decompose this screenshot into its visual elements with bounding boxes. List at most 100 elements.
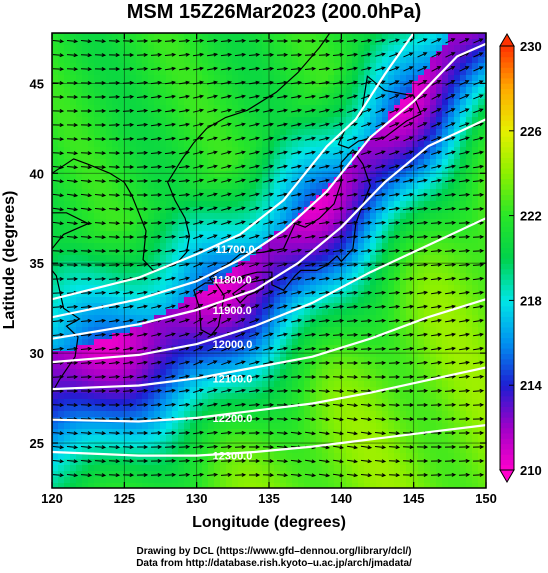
wind-arrow-shaft: [150, 180, 162, 182]
wind-arrow-shaft: [291, 109, 301, 113]
x-tick-label: 150: [475, 491, 497, 506]
wind-arrow-head: [87, 151, 93, 156]
wind-arrow-head: [367, 473, 373, 478]
wind-arrow-head: [339, 38, 345, 43]
wind-arrow-head: [479, 206, 485, 211]
wind-arrow-head: [325, 445, 331, 450]
wind-arrow-shaft: [164, 236, 176, 238]
wind-arrow-head: [73, 304, 79, 309]
wind-arrow-shaft: [66, 250, 78, 252]
wind-arrow-head: [59, 151, 65, 156]
wind-arrow-shaft: [402, 207, 414, 211]
wind-arrow-head: [129, 459, 135, 464]
wind-arrow-head: [325, 290, 331, 295]
wind-arrow-shaft: [221, 248, 231, 254]
wind-arrow-shaft: [193, 207, 203, 211]
colorbar-segment: [500, 242, 514, 248]
wind-arrow-head: [381, 178, 387, 183]
wind-arrow-head: [213, 430, 219, 435]
wind-arrow-shaft: [235, 123, 245, 127]
wind-arrow-shaft: [445, 38, 455, 44]
wind-arrow-shaft: [444, 390, 456, 392]
wind-arrow-head: [437, 445, 443, 449]
wind-arrow-head: [422, 122, 428, 126]
wind-arrow-head: [87, 39, 93, 44]
wind-arrow-shaft: [459, 333, 469, 337]
wind-arrow-head: [283, 136, 289, 141]
wind-arrow-head: [213, 220, 218, 225]
wind-arrow-shaft: [235, 193, 245, 197]
wind-arrow-shaft: [234, 432, 246, 434]
wind-arrow-head: [157, 346, 163, 351]
wind-arrow-head: [283, 164, 289, 169]
wind-arrow-shaft: [207, 389, 217, 393]
wind-arrow-head: [171, 66, 177, 71]
wind-arrow-shaft: [94, 222, 106, 224]
wind-arrow-shaft: [458, 194, 470, 196]
wind-arrow-head: [283, 473, 289, 478]
wind-arrow-shaft: [389, 108, 399, 114]
colorbar-bottom-triangle: [499, 469, 515, 483]
wind-arrow-shaft: [52, 320, 64, 322]
wind-arrow-shaft: [66, 193, 78, 197]
wind-arrow-head: [395, 473, 401, 478]
wind-arrow-shaft: [375, 150, 385, 156]
wind-arrow-head: [185, 38, 191, 43]
wind-arrow-shaft: [262, 375, 274, 379]
wind-arrow-shaft: [66, 306, 78, 308]
wind-arrow-head: [157, 458, 163, 463]
wind-arrow-head: [171, 38, 177, 43]
wind-arrow-head: [339, 136, 344, 141]
wind-arrow-shaft: [361, 81, 371, 85]
wind-arrow-head: [59, 179, 65, 184]
wind-arrow-head: [437, 304, 443, 309]
wind-arrow-shaft: [332, 277, 344, 281]
wind-arrow-shaft: [473, 151, 483, 155]
wind-arrow-head: [311, 94, 317, 99]
colorbar-tick-label: 210: [520, 463, 542, 478]
wind-arrow-shaft: [347, 67, 357, 71]
wind-arrow-head: [283, 206, 289, 211]
wind-arrow-shaft: [150, 68, 162, 70]
wind-arrow-shaft: [235, 389, 245, 393]
wind-arrow-head: [59, 346, 65, 351]
wind-arrow-shaft: [431, 94, 441, 100]
wind-arrow-shaft: [221, 151, 231, 155]
wind-arrow-shaft: [459, 66, 469, 72]
wind-arrow-head: [283, 52, 289, 57]
wind-arrow-shaft: [221, 221, 231, 225]
wind-arrow-head: [409, 94, 414, 98]
wind-arrow-head: [269, 108, 275, 113]
wind-arrow-head: [157, 332, 162, 337]
wind-arrow-shaft: [235, 276, 245, 282]
wind-arrow-head: [185, 66, 191, 71]
wind-arrow-shaft: [66, 432, 78, 434]
wind-arrow-head: [269, 80, 275, 85]
wind-arrow-shaft: [416, 207, 428, 211]
wind-arrow-shaft: [151, 109, 161, 113]
wind-arrow-head: [423, 248, 429, 253]
wind-arrow-shaft: [304, 473, 316, 477]
wind-arrow-shaft: [458, 222, 470, 224]
wind-arrow-shaft: [276, 193, 288, 197]
wind-arrow-shaft: [179, 249, 189, 253]
wind-arrow-head: [367, 66, 372, 71]
wind-arrow-shaft: [108, 180, 120, 182]
wind-arrow-shaft: [431, 179, 441, 183]
wind-arrow-head: [185, 332, 190, 337]
wind-arrow-shaft: [165, 375, 175, 379]
wind-arrow-head: [101, 445, 107, 450]
wind-arrow-shaft: [403, 150, 413, 156]
wind-arrow-shaft: [445, 333, 455, 337]
wind-arrow-shaft: [52, 348, 64, 350]
wind-arrow-head: [353, 108, 358, 113]
wind-arrow-head: [185, 458, 191, 463]
wind-arrow-head: [143, 136, 149, 141]
wind-arrow-shaft: [416, 376, 428, 378]
wind-arrow-shaft: [206, 460, 218, 462]
colorbar-segment: [500, 464, 514, 471]
wind-arrow-head: [143, 66, 149, 71]
wind-arrow-shaft: [445, 291, 455, 295]
wind-arrow-head: [423, 108, 428, 112]
wind-arrow-shaft: [52, 432, 64, 434]
